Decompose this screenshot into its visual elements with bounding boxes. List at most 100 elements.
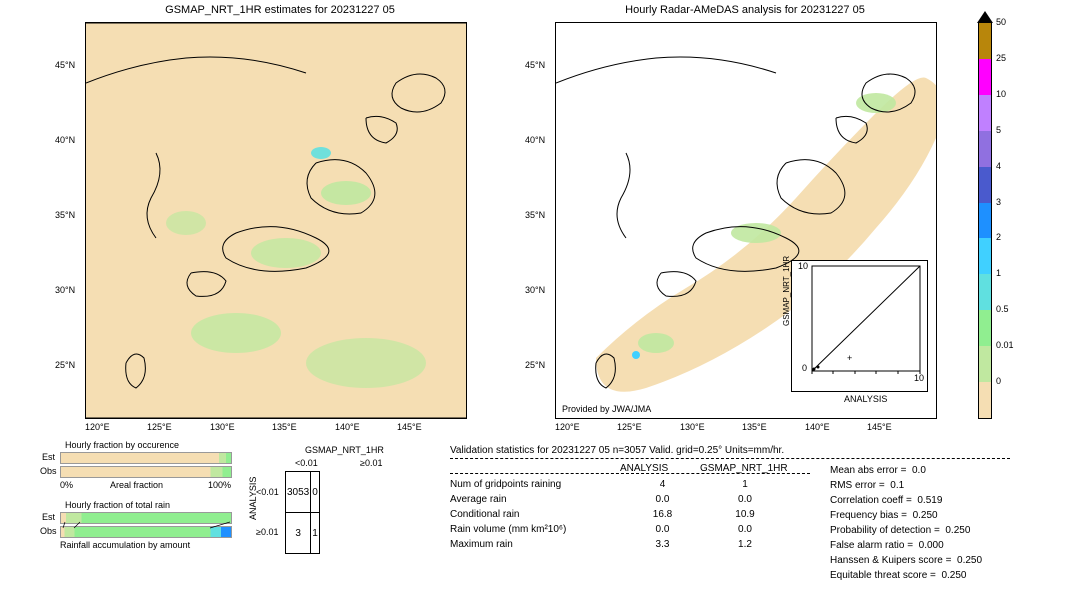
colorbar-tick: 25	[996, 53, 1006, 63]
occurrence-title: Hourly fraction by occurence	[65, 440, 179, 450]
validation-row-label: Conditional rain	[450, 507, 625, 522]
validation-row-a: 0.0	[625, 522, 700, 537]
colorbar-tick: 3	[996, 197, 1001, 207]
colorbar-tick: 0.01	[996, 340, 1014, 350]
right-x-tick: 140°E	[805, 422, 830, 432]
validation-stat-label: Probability of detection =	[830, 525, 940, 536]
totalrain-connector	[60, 512, 230, 538]
colorbar	[978, 22, 992, 419]
colorbar-tick: 0.5	[996, 304, 1009, 314]
validation-stat-val: 0.0	[912, 465, 926, 476]
validation-stat: Equitable threat score = 0.250	[830, 568, 982, 583]
contingency-cell: 1	[311, 513, 320, 554]
validation-row: Conditional rain16.810.9	[450, 507, 810, 522]
validation-stat-label: Correlation coeff =	[830, 495, 912, 506]
validation-title: Validation statistics for 20231227 05 n=…	[450, 445, 1040, 456]
scatter-ylabel: GSMAP_NRT_1HR	[782, 256, 791, 326]
validation-row: Rain volume (mm km²10⁶)0.00.0	[450, 522, 810, 537]
validation-row: Average rain0.00.0	[450, 492, 810, 507]
contingency-col0: <0.01	[295, 458, 318, 468]
right-map-footer: Provided by JWA/JMA	[562, 404, 651, 414]
right-y-tick: 40°N	[525, 135, 545, 145]
colorbar-segment	[979, 131, 991, 167]
validation-stat: RMS error = 0.1	[830, 478, 982, 493]
occurrence-xcenter: Areal fraction	[110, 480, 163, 490]
scatter-ytick: 0	[802, 363, 807, 373]
validation-row-a: 0.0	[625, 492, 700, 507]
validation-stat-val: 0.1	[890, 480, 904, 491]
colorbar-tick: 50	[996, 17, 1006, 27]
colorbar-segment	[979, 274, 991, 310]
validation-row: Num of gridpoints raining41	[450, 477, 810, 492]
validation-stat: False alarm ratio = 0.000	[830, 538, 982, 553]
validation-row-label: Average rain	[450, 492, 625, 507]
left-y-tick: 45°N	[55, 60, 75, 70]
right-map-title: Hourly Radar-AMeDAS analysis for 2023122…	[555, 4, 935, 16]
contingency-cell: 3053	[286, 472, 311, 513]
right-y-tick: 30°N	[525, 285, 545, 295]
validation-stat: Mean abs error = 0.0	[830, 463, 982, 478]
scatter-svg: +	[792, 261, 927, 391]
contingency-row-header: ANALYSIS	[248, 477, 258, 520]
scatter-xlabel: ANALYSIS	[844, 394, 887, 404]
left-map	[85, 22, 467, 419]
left-y-tick: 35°N	[55, 210, 75, 220]
colorbar-tick: 5	[996, 125, 1001, 135]
validation-row-g: 0.0	[700, 492, 790, 507]
validation-row-a: 16.8	[625, 507, 700, 522]
totalrain-row-obs: Obs	[40, 526, 57, 536]
colorbar-segment	[979, 203, 991, 239]
scatter-inset: + ANALYSIS GSMAP_NRT_1HR 10 0 10	[791, 260, 928, 392]
validation-row-label: Num of gridpoints raining	[450, 477, 625, 492]
left-map-svg	[86, 23, 466, 418]
right-map: Provided by JWA/JMA + ANALYSIS GSMAP_NRT…	[555, 22, 937, 419]
colorbar-segment	[979, 23, 991, 59]
totalrain-row-est: Est	[42, 512, 55, 522]
validation-stat-label: RMS error =	[830, 480, 885, 491]
totalrain-title: Hourly fraction of total rain	[65, 500, 170, 510]
validation-stat-val: 0.250	[913, 510, 938, 521]
right-y-tick: 25°N	[525, 360, 545, 370]
colorbar-tick: 0	[996, 376, 1001, 386]
validation-row-g: 1	[700, 477, 790, 492]
validation-stat: Hanssen & Kuipers score = 0.250	[830, 553, 982, 568]
left-x-tick: 120°E	[85, 422, 110, 432]
validation-stat-val: 0.250	[941, 570, 966, 581]
colorbar-segment	[979, 95, 991, 131]
validation-row-a: 3.3	[625, 537, 700, 552]
right-x-tick: 125°E	[617, 422, 642, 432]
contingency-cell: 3	[286, 513, 311, 554]
left-x-tick: 130°E	[210, 422, 235, 432]
colorbar-segment	[979, 310, 991, 346]
left-x-tick: 145°E	[397, 422, 422, 432]
colorbar-tick: 10	[996, 89, 1006, 99]
scatter-xtick: 10	[914, 373, 924, 383]
colorbar-tick: 1	[996, 268, 1001, 278]
validation-row-label: Maximum rain	[450, 537, 625, 552]
right-y-tick: 45°N	[525, 60, 545, 70]
contingency-cell: 0	[311, 472, 320, 513]
validation-row-g: 0.0	[700, 522, 790, 537]
left-map-title: GSMAP_NRT_1HR estimates for 20231227 05	[90, 4, 470, 16]
left-x-tick: 140°E	[335, 422, 360, 432]
validation-stat-label: Equitable threat score =	[830, 570, 936, 581]
validation-stat: Probability of detection = 0.250	[830, 523, 982, 538]
left-y-tick: 40°N	[55, 135, 75, 145]
validation-row-a: 4	[625, 477, 700, 492]
validation-stat-val: 0.250	[945, 525, 970, 536]
validation-row-g: 1.2	[700, 537, 790, 552]
validation-stat: Correlation coeff = 0.519	[830, 493, 982, 508]
validation-stat-val: 0.519	[917, 495, 942, 506]
colorbar-segment	[979, 238, 991, 274]
right-y-tick: 35°N	[525, 210, 545, 220]
svg-text:+: +	[847, 353, 852, 363]
left-x-tick: 125°E	[147, 422, 172, 432]
occurrence-xleft: 0%	[60, 480, 73, 490]
right-x-tick: 135°E	[742, 422, 767, 432]
validation-stat-val: 0.000	[919, 540, 944, 551]
contingency-col-header: GSMAP_NRT_1HR	[305, 445, 384, 455]
occurrence-row-est: Est	[42, 452, 55, 462]
left-y-tick: 30°N	[55, 285, 75, 295]
validation-stat: Frequency bias = 0.250	[830, 508, 982, 523]
validation-row-g: 10.9	[700, 507, 790, 522]
